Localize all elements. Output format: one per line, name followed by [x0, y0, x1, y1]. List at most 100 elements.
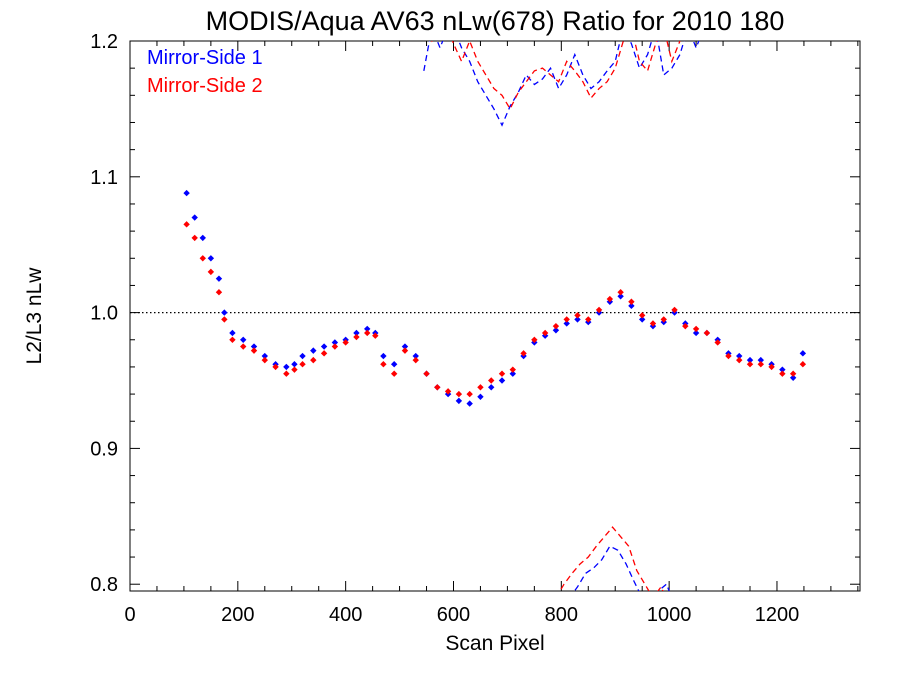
scatter-point	[660, 316, 667, 323]
scatter-point	[488, 384, 495, 391]
scatter-point	[531, 336, 538, 343]
scatter-point	[628, 302, 635, 310]
scatter-point	[714, 339, 721, 346]
scatter-point	[320, 350, 328, 357]
scatter-point	[574, 312, 581, 319]
x-axis-label: Scan Pixel	[445, 632, 544, 655]
scatter-point	[488, 377, 495, 384]
scatter-point	[199, 234, 206, 242]
x-tick-label: 600	[437, 604, 470, 626]
scatter-point	[628, 298, 635, 305]
scatter-point	[574, 316, 581, 323]
scatter-point	[585, 316, 592, 323]
scatter-point	[215, 275, 223, 282]
scatter-point	[736, 352, 743, 360]
scatter-point	[215, 289, 223, 296]
scatter-point	[412, 352, 419, 360]
y-tick-label: 0.8	[90, 574, 118, 596]
scatter-point	[291, 361, 298, 368]
x-tick-label: 0	[124, 604, 135, 626]
scatter-point	[207, 268, 215, 276]
axis-tick-labels: 0 200 400 600 800 1000 1200 0.8 0.9 1.0 1.1 1.2	[90, 31, 799, 626]
scatter-point	[595, 306, 603, 314]
scatter-point	[331, 339, 339, 346]
scatter-point	[799, 361, 807, 368]
scatter-point	[649, 320, 657, 327]
scatter-point	[229, 329, 236, 337]
scatter-point	[682, 322, 689, 330]
scatter-point	[638, 312, 646, 319]
scatter-point	[768, 363, 775, 371]
scatter-point	[320, 343, 328, 350]
scatter-point	[401, 343, 409, 350]
scatter-point	[725, 352, 732, 360]
scatter-point	[736, 356, 743, 364]
scatter-point	[342, 339, 349, 346]
legend-entry-mirror-side-1: Mirror-Side 1	[147, 47, 263, 69]
scatter-point	[261, 356, 268, 364]
scatter-point	[552, 322, 560, 330]
scatter-point	[552, 327, 560, 334]
scatter-point	[283, 370, 290, 377]
y-tick-label: 1.1	[90, 167, 118, 189]
scatter-point	[498, 370, 506, 377]
scatter-point	[221, 309, 228, 316]
scatter-point	[191, 214, 198, 221]
scatter-point	[509, 370, 516, 377]
scatter-point	[207, 255, 215, 262]
scatter-point	[310, 356, 317, 364]
scatter-point	[692, 329, 700, 337]
scatter-point	[563, 320, 570, 327]
scatter-point	[272, 363, 279, 371]
x-tick-label: 1200	[755, 604, 800, 626]
scatter-point	[444, 388, 452, 395]
scatter-point	[466, 390, 473, 398]
scatter-point	[617, 293, 624, 300]
scatter-points	[183, 189, 807, 407]
scatter-point	[191, 234, 198, 242]
scatter-point	[183, 189, 190, 197]
scatter-point	[455, 390, 463, 398]
scatter-point	[466, 400, 473, 407]
scatter-point	[779, 366, 786, 373]
scatter-point	[799, 350, 807, 357]
scatter-point	[331, 343, 339, 350]
scatter-point	[283, 363, 290, 371]
chart-title: MODIS/Aqua AV63 nLw(678) Ratio for 2010 …	[206, 6, 785, 36]
scatter-point	[746, 356, 754, 364]
scatter-point	[250, 343, 258, 350]
scatter-point	[563, 316, 570, 323]
scatter-point	[380, 352, 387, 360]
scatter-point	[299, 361, 306, 368]
scatter-point	[229, 336, 236, 343]
x-tick-label: 800	[545, 604, 578, 626]
scatter-point	[240, 336, 247, 343]
scatter-point	[183, 221, 190, 228]
y-tick-label: 1.0	[90, 303, 118, 325]
scatter-point	[221, 316, 228, 323]
scatter-point	[250, 347, 258, 354]
scatter-point	[789, 374, 797, 381]
scatter-point	[520, 350, 527, 357]
scatter-point	[412, 356, 419, 364]
scatter-point	[390, 370, 398, 377]
scatter-point	[390, 361, 398, 368]
dashed-band-line	[559, 526, 664, 591]
scatter-point	[423, 370, 430, 377]
scatter-point	[364, 325, 371, 333]
scatter-point	[498, 377, 506, 384]
scatter-point	[299, 352, 306, 360]
scatter-point	[509, 366, 516, 373]
scatter-point	[477, 384, 484, 391]
scatter-point	[606, 295, 614, 303]
scatter-point	[746, 361, 754, 368]
scatter-point	[455, 397, 463, 405]
dashed-band-line	[423, 41, 700, 127]
scatter-point	[291, 366, 298, 373]
dashed-band-line	[431, 41, 681, 111]
scatter-point	[434, 384, 441, 391]
scatter-point	[240, 343, 247, 350]
scatter-point	[380, 361, 387, 368]
